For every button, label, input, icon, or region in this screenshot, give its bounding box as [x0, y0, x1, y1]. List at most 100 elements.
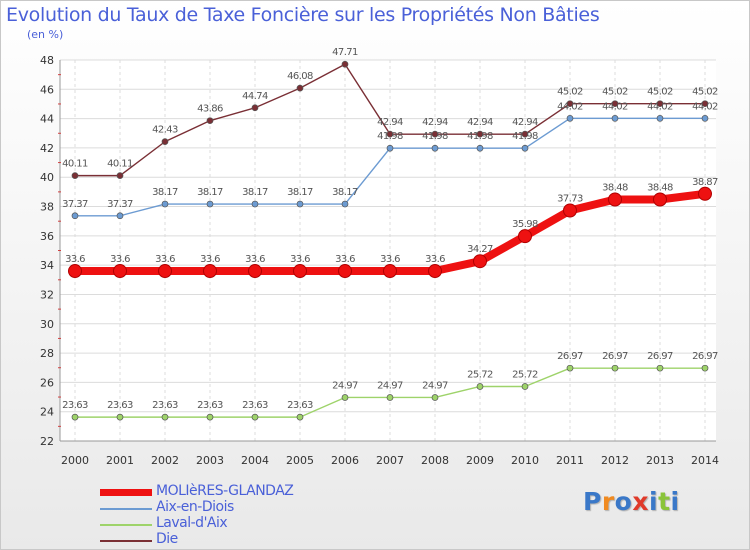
x-tick-label: 2006 — [331, 454, 359, 467]
data-point — [293, 264, 307, 279]
data-label: 38.87 — [692, 177, 718, 188]
y-tick-label: 46 — [40, 83, 54, 96]
data-label: 23.63 — [62, 400, 88, 411]
data-label: 33.6 — [155, 254, 175, 265]
data-point — [206, 117, 214, 125]
data-label: 33.6 — [65, 254, 85, 265]
legend-swatch — [100, 524, 152, 526]
data-point — [473, 254, 487, 269]
data-label: 42.94 — [377, 117, 403, 128]
data-label: 33.6 — [200, 254, 220, 265]
data-point — [338, 264, 352, 279]
data-label: 44.74 — [242, 91, 268, 102]
data-point — [563, 203, 577, 218]
x-tick-label: 2012 — [601, 454, 629, 467]
data-label: 40.11 — [107, 159, 133, 170]
data-label: 33.6 — [335, 254, 355, 265]
data-point — [476, 130, 484, 138]
data-point — [386, 144, 394, 152]
data-point — [206, 413, 214, 421]
data-point — [656, 100, 664, 108]
logo-letter: P — [583, 487, 602, 516]
data-label: 45.02 — [692, 87, 718, 98]
x-tick-label: 2011 — [556, 454, 584, 467]
data-point — [566, 100, 574, 108]
data-label: 38.17 — [332, 187, 358, 198]
y-tick-label: 26 — [40, 376, 54, 389]
data-label: 23.63 — [152, 400, 178, 411]
y-tick-label: 42 — [40, 142, 54, 155]
data-label: 41.98 — [467, 131, 493, 142]
y-tick-label: 28 — [40, 347, 54, 360]
data-label: 23.63 — [107, 400, 133, 411]
data-point — [656, 364, 664, 372]
data-label: 34.27 — [467, 244, 493, 255]
data-label: 37.37 — [62, 199, 88, 210]
data-point — [203, 264, 217, 279]
y-tick-label: 30 — [40, 318, 54, 331]
data-label: 40.11 — [62, 159, 88, 170]
data-point — [566, 364, 574, 372]
data-point — [116, 413, 124, 421]
data-point — [71, 172, 79, 179]
y-tick-label: 32 — [40, 288, 54, 301]
data-point — [386, 130, 394, 138]
logo-letter: i — [649, 487, 659, 516]
data-label: 33.6 — [245, 254, 265, 265]
data-point — [431, 130, 439, 138]
data-label: 44.02 — [692, 101, 718, 112]
legend-swatch — [100, 540, 152, 542]
data-point — [251, 200, 259, 208]
data-label: 33.6 — [290, 254, 310, 265]
data-label: 46.08 — [287, 71, 313, 82]
logo-letter: x — [632, 487, 649, 516]
y-tick-label: 44 — [40, 113, 54, 126]
data-point — [248, 264, 262, 279]
data-label: 38.48 — [602, 183, 628, 194]
data-point — [341, 394, 349, 401]
data-label: 44.02 — [602, 101, 628, 112]
y-tick-label: 24 — [40, 406, 54, 419]
data-label: 44.02 — [647, 101, 673, 112]
logo-letter: i — [670, 487, 680, 516]
data-point — [161, 200, 169, 208]
data-label: 38.17 — [287, 187, 313, 198]
data-label: 25.72 — [512, 369, 538, 380]
data-label: 41.98 — [377, 131, 403, 142]
plot-area — [60, 60, 716, 441]
x-tick-label: 2004 — [241, 454, 269, 467]
data-point — [611, 100, 619, 108]
data-label: 41.98 — [422, 131, 448, 142]
data-label: 44.02 — [557, 101, 583, 112]
x-tick-label: 2014 — [691, 454, 719, 467]
data-point — [296, 84, 304, 92]
data-label: 38.48 — [647, 183, 673, 194]
data-label: 25.72 — [467, 369, 493, 380]
data-point — [341, 60, 349, 68]
data-label: 42.94 — [467, 117, 493, 128]
data-label: 37.37 — [107, 199, 133, 210]
data-point — [521, 144, 529, 152]
y-axis-unit: (en %) — [27, 28, 64, 41]
data-point — [476, 144, 484, 152]
data-point — [296, 200, 304, 208]
data-label: 38.17 — [197, 187, 223, 198]
data-point — [431, 394, 439, 401]
data-point — [698, 186, 712, 201]
data-label: 26.97 — [647, 351, 673, 362]
data-point — [701, 100, 709, 108]
data-label: 41.98 — [512, 131, 538, 142]
data-label: 23.63 — [287, 400, 313, 411]
x-tick-label: 2003 — [196, 454, 224, 467]
data-label: 38.17 — [242, 187, 268, 198]
data-point — [161, 138, 169, 145]
data-point — [341, 200, 349, 208]
data-label: 45.02 — [602, 87, 628, 98]
data-point — [296, 413, 304, 421]
data-label: 45.02 — [557, 87, 583, 98]
data-point — [701, 114, 709, 122]
data-label: 38.17 — [152, 187, 178, 198]
data-point — [653, 192, 667, 207]
y-tick-label: 40 — [40, 171, 54, 184]
